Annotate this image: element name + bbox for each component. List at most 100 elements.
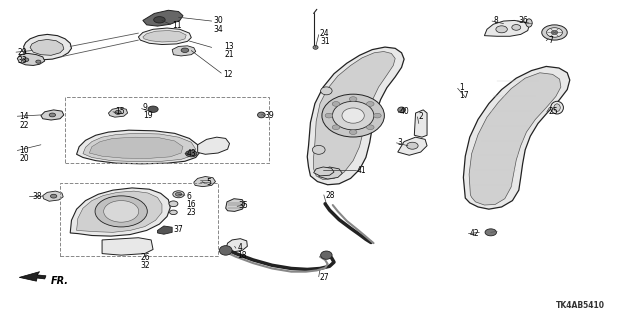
- Polygon shape: [17, 53, 45, 66]
- Ellipse shape: [169, 201, 178, 207]
- Ellipse shape: [332, 125, 340, 130]
- Ellipse shape: [349, 130, 357, 134]
- Ellipse shape: [312, 145, 325, 154]
- Ellipse shape: [496, 26, 508, 33]
- Ellipse shape: [49, 113, 56, 117]
- Text: 32: 32: [140, 261, 150, 270]
- Text: 43: 43: [186, 148, 196, 157]
- Text: FR.: FR.: [51, 276, 69, 286]
- Text: 40: 40: [399, 107, 410, 116]
- Text: 25: 25: [548, 107, 557, 116]
- Polygon shape: [226, 199, 245, 212]
- Text: 34: 34: [213, 25, 223, 35]
- Text: 41: 41: [357, 166, 367, 175]
- Text: 36: 36: [519, 16, 529, 25]
- Text: 9: 9: [143, 103, 148, 112]
- Ellipse shape: [325, 113, 333, 118]
- Text: 37: 37: [173, 225, 183, 234]
- Ellipse shape: [186, 150, 197, 157]
- Text: 3: 3: [397, 138, 403, 147]
- Text: 27: 27: [320, 273, 330, 282]
- Text: 12: 12: [223, 70, 233, 79]
- Ellipse shape: [170, 210, 177, 215]
- Bar: [65, 97, 269, 163]
- Polygon shape: [157, 226, 172, 234]
- Ellipse shape: [36, 60, 41, 63]
- Ellipse shape: [367, 101, 374, 106]
- Ellipse shape: [374, 113, 381, 118]
- Polygon shape: [108, 108, 127, 117]
- Polygon shape: [484, 20, 529, 36]
- Text: 16: 16: [186, 200, 196, 209]
- Ellipse shape: [406, 142, 418, 149]
- Ellipse shape: [173, 191, 184, 198]
- Polygon shape: [314, 167, 334, 176]
- Ellipse shape: [342, 108, 364, 123]
- Ellipse shape: [321, 87, 332, 95]
- Polygon shape: [198, 137, 230, 154]
- Text: 6: 6: [186, 192, 191, 201]
- Ellipse shape: [115, 110, 121, 114]
- Polygon shape: [138, 28, 191, 44]
- Polygon shape: [319, 167, 342, 179]
- Text: 5: 5: [207, 178, 211, 187]
- Ellipse shape: [547, 28, 563, 37]
- Text: 20: 20: [19, 154, 29, 163]
- Text: 38: 38: [32, 192, 42, 201]
- Text: 23: 23: [186, 208, 196, 217]
- Polygon shape: [397, 137, 427, 155]
- Text: 26: 26: [140, 253, 150, 262]
- Polygon shape: [19, 272, 46, 281]
- Ellipse shape: [148, 106, 158, 112]
- Ellipse shape: [332, 101, 340, 106]
- Ellipse shape: [512, 25, 521, 30]
- Text: 8: 8: [493, 16, 498, 25]
- Text: 28: 28: [325, 191, 335, 200]
- Ellipse shape: [51, 194, 57, 198]
- Polygon shape: [70, 188, 170, 236]
- Ellipse shape: [349, 97, 357, 101]
- Text: 7: 7: [548, 36, 553, 45]
- Polygon shape: [30, 39, 64, 55]
- Ellipse shape: [181, 48, 189, 52]
- Text: 24: 24: [320, 29, 330, 38]
- Polygon shape: [24, 34, 72, 60]
- Polygon shape: [226, 239, 247, 252]
- Polygon shape: [194, 177, 216, 187]
- Polygon shape: [143, 10, 183, 26]
- Polygon shape: [314, 52, 395, 180]
- Ellipse shape: [332, 101, 374, 130]
- Ellipse shape: [541, 25, 567, 40]
- Ellipse shape: [485, 229, 497, 236]
- Text: 13: 13: [225, 42, 234, 51]
- Text: 17: 17: [459, 92, 468, 100]
- Ellipse shape: [95, 196, 147, 227]
- Polygon shape: [83, 133, 196, 162]
- Ellipse shape: [22, 58, 29, 62]
- Ellipse shape: [220, 246, 232, 255]
- Polygon shape: [102, 238, 153, 255]
- Ellipse shape: [175, 192, 182, 196]
- Text: 15: 15: [115, 107, 124, 116]
- Text: 11: 11: [172, 21, 182, 30]
- Text: 31: 31: [320, 37, 330, 46]
- Polygon shape: [463, 67, 570, 209]
- Polygon shape: [43, 191, 63, 201]
- Ellipse shape: [313, 45, 318, 49]
- Ellipse shape: [551, 31, 557, 34]
- Ellipse shape: [550, 101, 563, 114]
- Text: 18: 18: [237, 251, 246, 260]
- Text: 42: 42: [470, 229, 479, 238]
- Text: 19: 19: [143, 111, 152, 120]
- Polygon shape: [172, 46, 196, 56]
- Ellipse shape: [154, 17, 165, 23]
- Ellipse shape: [321, 251, 332, 259]
- Ellipse shape: [322, 94, 385, 137]
- Text: 1: 1: [459, 83, 463, 92]
- Text: 4: 4: [237, 243, 242, 252]
- Polygon shape: [77, 130, 200, 164]
- Text: 39: 39: [264, 111, 274, 120]
- Text: 33: 33: [17, 56, 27, 65]
- Text: 14: 14: [19, 112, 29, 121]
- Ellipse shape: [397, 107, 405, 113]
